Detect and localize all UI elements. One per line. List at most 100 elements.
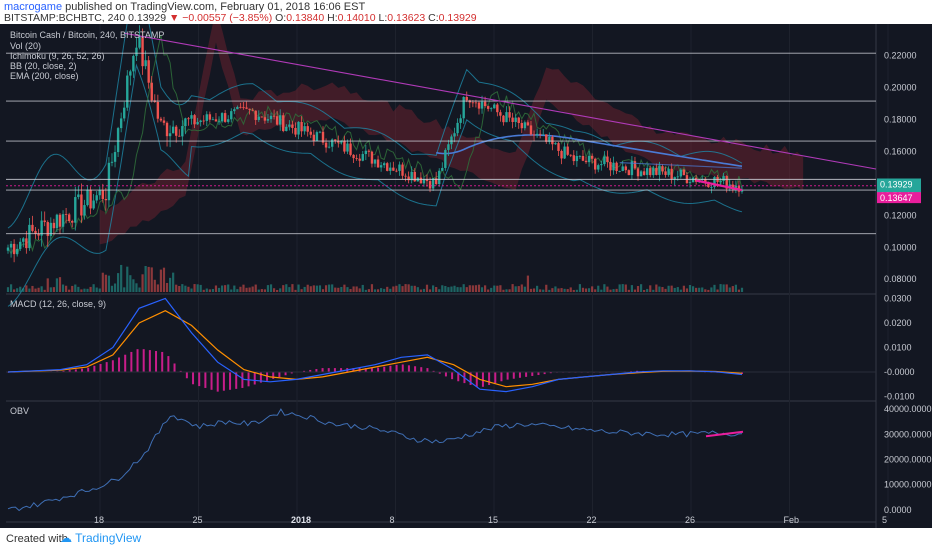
macd-histogram-bar <box>506 372 509 380</box>
obv-title[interactable]: OBV <box>10 406 29 416</box>
macd-histogram-bar <box>229 372 232 390</box>
publisher-username[interactable]: macrogame <box>4 1 63 13</box>
candle-body <box>9 243 13 248</box>
volume-bar <box>245 287 248 292</box>
candle-body <box>22 238 25 242</box>
candle-body <box>376 159 380 168</box>
candle-body <box>291 124 294 128</box>
candle-body <box>107 162 111 201</box>
macd-histogram-bar <box>62 370 65 373</box>
macd-histogram-bar <box>235 372 238 389</box>
volume-bar <box>227 284 230 292</box>
volume-bar <box>395 285 398 292</box>
axes: 0.080000.100000.120000.140000.160000.180… <box>94 51 932 525</box>
macd-histogram-bar <box>451 372 454 380</box>
volume-bar <box>698 287 701 292</box>
volume-bar <box>306 284 309 292</box>
high-value: 0.14010 <box>337 12 376 24</box>
macd-title[interactable]: MACD (12, 26, close, 9) <box>10 299 106 309</box>
candlesticks <box>6 25 744 263</box>
volume-bar <box>413 285 416 292</box>
candle-body <box>511 117 514 122</box>
candle-body <box>652 167 655 176</box>
volume-bar <box>713 284 716 292</box>
candle-body <box>147 60 150 83</box>
macd-histogram-bar <box>364 368 367 373</box>
price-axis-label: 0.08000 <box>884 274 917 284</box>
time-axis-label: 5 <box>882 515 887 525</box>
indicator-ichimoku-label[interactable]: Ichimoku (9, 26, 52, 26) <box>10 51 105 61</box>
candle-body <box>645 168 649 175</box>
volume-bar <box>557 288 560 292</box>
candle-body <box>337 140 340 143</box>
volume-bar <box>199 284 202 292</box>
volume-bar <box>710 287 713 292</box>
volume-bar <box>257 289 260 292</box>
macd-histogram-bar <box>118 357 121 373</box>
candle-body <box>401 164 404 176</box>
volume-bar <box>432 285 435 292</box>
volume-bar <box>291 284 294 292</box>
candle-body <box>367 150 371 152</box>
volume-bar <box>13 289 16 292</box>
volume-bar <box>523 286 526 292</box>
candle-body <box>190 115 193 119</box>
volume-bar <box>328 284 331 292</box>
price-axis-label: 0.12000 <box>884 210 917 220</box>
candle-body <box>707 181 710 188</box>
candle-body <box>196 122 199 125</box>
macd-line <box>7 297 743 393</box>
time-axis-label: 8 <box>390 515 395 525</box>
chart-area[interactable]: 0.080000.100000.120000.140000.160000.180… <box>0 24 932 528</box>
chart-header: macrogame published on TradingView.com, … <box>0 0 932 24</box>
candle-body <box>135 47 138 56</box>
macd-histogram-bar <box>327 368 330 373</box>
macd-histogram-bar <box>537 372 540 376</box>
volume-bar <box>578 284 582 292</box>
candle-body <box>594 158 597 170</box>
volume-bar <box>104 274 107 292</box>
candle-body <box>349 143 352 155</box>
volume-bar <box>734 284 737 292</box>
trend-lines[interactable] <box>124 32 877 192</box>
macd-histogram-bar <box>253 372 256 385</box>
candle-body <box>578 156 582 157</box>
time-axis-label: 18 <box>94 515 104 525</box>
close-value: 0.13929 <box>438 12 477 24</box>
candle-body <box>330 139 334 147</box>
candle-body <box>248 108 251 110</box>
volume-bar <box>239 286 242 292</box>
volume-bar <box>676 287 679 292</box>
volume-bar <box>181 284 184 292</box>
chart-canvas[interactable]: 0.080000.100000.120000.140000.160000.180… <box>0 24 932 528</box>
macd-histogram-bar <box>377 367 380 373</box>
volume-bar <box>312 285 315 292</box>
tradingview-brand: TradingView <box>75 531 142 545</box>
macd-histogram-bar <box>284 372 287 376</box>
macd-histogram-bar <box>321 368 324 373</box>
macd-histogram-bar <box>389 365 392 373</box>
candle-body <box>493 104 496 109</box>
candle-body <box>220 113 224 122</box>
volume-bar <box>172 272 175 292</box>
volume-bar <box>141 274 144 292</box>
indicator-ema-label[interactable]: EMA (200, close) <box>10 71 79 81</box>
candle-body <box>532 134 536 136</box>
tradingview-logo[interactable]: ☁ TradingView <box>60 531 142 545</box>
candle-body <box>58 214 62 227</box>
volume-bar <box>110 285 114 292</box>
candle-body <box>288 124 291 127</box>
time-axis-label: 15 <box>488 515 498 525</box>
candle-body <box>208 114 212 120</box>
volume-bar <box>193 284 196 292</box>
ichimoku-cloud <box>99 24 804 245</box>
volume-bar <box>318 285 322 292</box>
price-change: ▼ −0.00557 (−3.85%) <box>168 12 273 24</box>
indicator-vol-label[interactable]: Vol (20) <box>10 41 41 51</box>
volume-bar <box>407 284 410 292</box>
candle-body <box>95 195 98 201</box>
horizontal-levels[interactable] <box>6 52 876 235</box>
indicator-bb-label[interactable]: BB (20, close, 2) <box>10 61 77 71</box>
candle-body <box>28 224 31 249</box>
volume-bar <box>575 289 578 292</box>
